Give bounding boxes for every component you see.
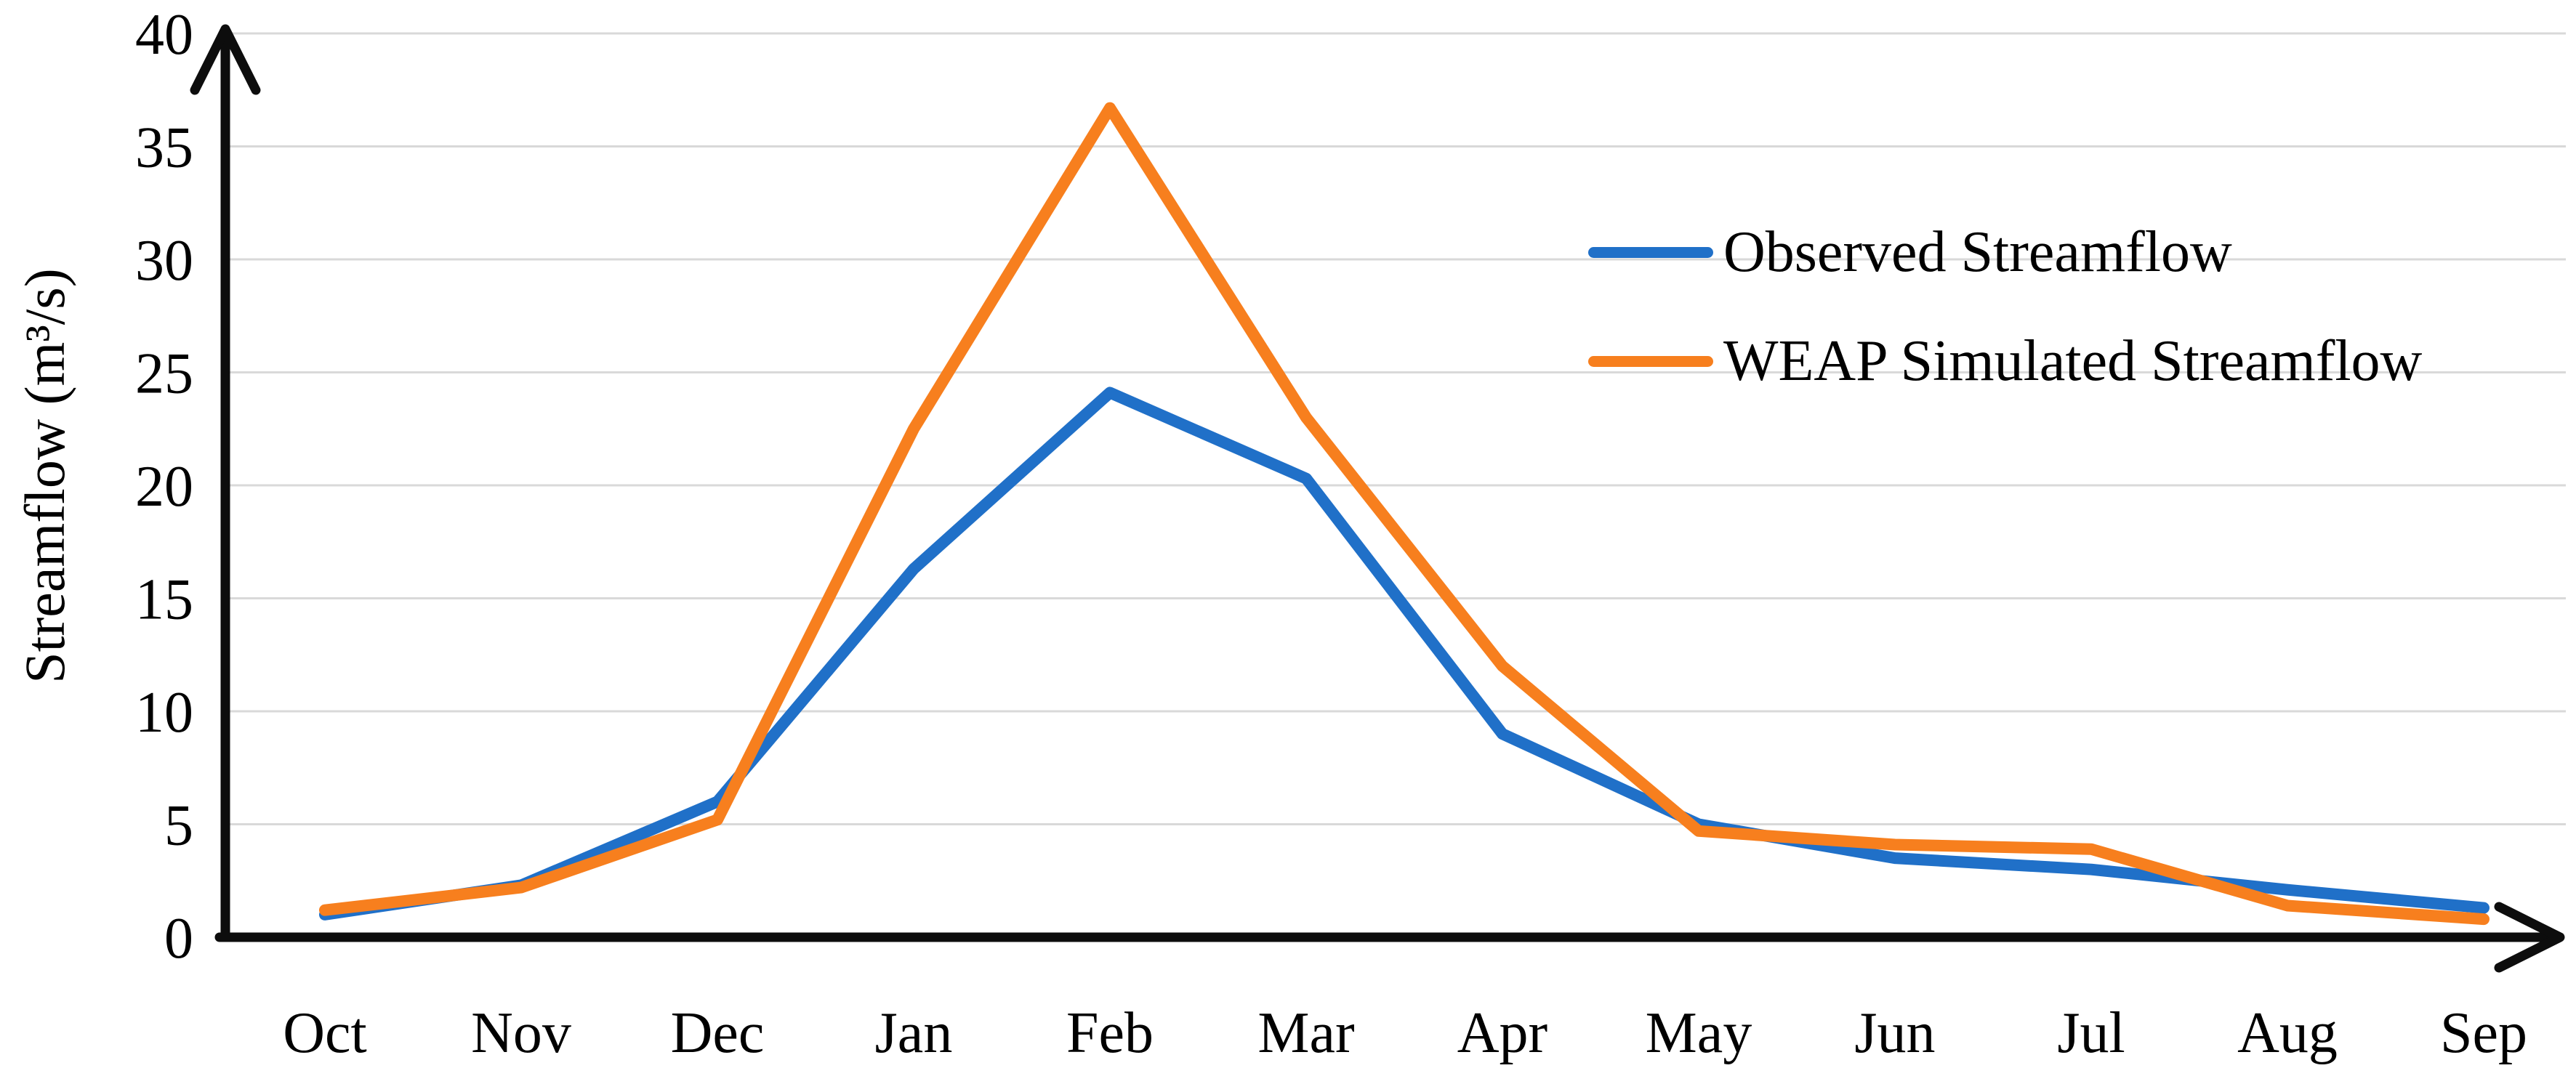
- y-axis-arrowhead: [190, 24, 261, 95]
- x-tick-label: Feb: [1066, 1001, 1154, 1065]
- y-tick-label: 25: [135, 342, 193, 406]
- x-tick-label: Jan: [875, 1001, 953, 1065]
- x-tick-label: Oct: [283, 1001, 367, 1065]
- legend-line-weap-swatch: [1588, 356, 1713, 367]
- legend: Observed Streamflow WEAP Simulated Strea…: [1588, 218, 2422, 396]
- y-tick-label: 15: [135, 568, 193, 632]
- x-axis-arrowhead: [2494, 902, 2565, 973]
- y-tick-label: 20: [135, 455, 193, 519]
- weap-simulated-streamflow-line: [319, 102, 2490, 926]
- observed-streamflow-line: [319, 387, 2490, 921]
- legend-label-weap: WEAP Simulated Streamflow: [1723, 329, 2423, 393]
- legend-line-observed-swatch: [1588, 247, 1713, 258]
- x-tick-label: Dec: [671, 1001, 765, 1065]
- x-tick-label: Jun: [1854, 1001, 1935, 1065]
- x-tick-label: Nov: [471, 1001, 571, 1065]
- legend-label-observed: Observed Streamflow: [1723, 220, 2232, 284]
- x-tick-label: Aug: [2237, 1001, 2338, 1065]
- x-tick-label: Sep: [2440, 1001, 2527, 1065]
- y-tick-label: 30: [135, 229, 193, 293]
- y-tick-label: 35: [135, 116, 193, 180]
- y-tick-label: 10: [135, 681, 193, 745]
- y-axis-title: Streamflow (m³/s): [13, 268, 76, 684]
- y-tick-label: 40: [135, 3, 193, 67]
- x-tick-label: Mar: [1257, 1001, 1354, 1065]
- y-tick-label: 5: [164, 794, 193, 858]
- legend-item-observed: Observed Streamflow: [1588, 218, 2422, 287]
- x-tick-label: Apr: [1457, 1001, 1547, 1065]
- legend-item-weap: WEAP Simulated Streamflow: [1588, 327, 2422, 396]
- x-tick-label: May: [1646, 1001, 1752, 1065]
- y-tick-label: 0: [164, 907, 193, 971]
- x-tick-label: Jul: [2057, 1001, 2125, 1065]
